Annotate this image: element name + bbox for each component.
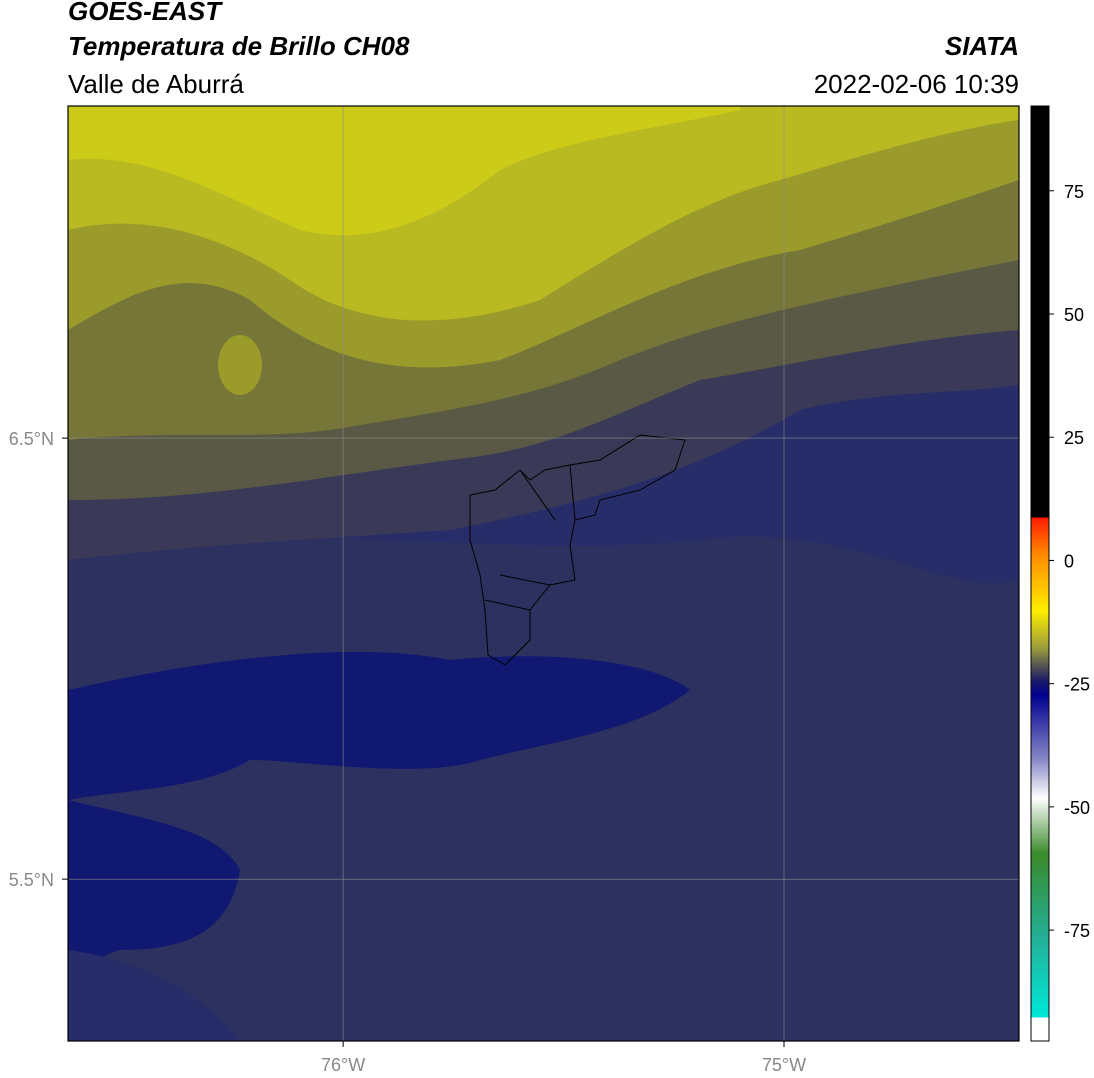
region: Valle de Aburrá [68, 69, 244, 99]
colorbar-tick-label: 75 [1064, 182, 1084, 202]
colorbar-tick-label: 0 [1064, 551, 1074, 571]
lon-label: 76°W [321, 1055, 365, 1075]
datetime: 2022-02-06 10:39 [814, 69, 1019, 99]
lon-label: 75°W [762, 1055, 806, 1075]
colorbar-tick-label: 50 [1064, 305, 1084, 325]
lat-label: 5.5°N [9, 870, 54, 890]
title: GOES-EAST [68, 0, 223, 26]
graticule [68, 106, 1019, 1041]
subtitle: Temperatura de Brillo CH08 [68, 31, 410, 61]
colorbar-tick-label: -75 [1064, 921, 1090, 941]
map-frame [67, 105, 1020, 1042]
colorbar-tick-label: -50 [1064, 798, 1090, 818]
colorbar-tick-label: -25 [1064, 675, 1090, 695]
source: SIATA [945, 31, 1019, 61]
colorbar-tick-label: 25 [1064, 428, 1084, 448]
map-field [68, 106, 1019, 1041]
colorbar [1030, 105, 1050, 1042]
lat-label: 6.5°N [9, 429, 54, 449]
